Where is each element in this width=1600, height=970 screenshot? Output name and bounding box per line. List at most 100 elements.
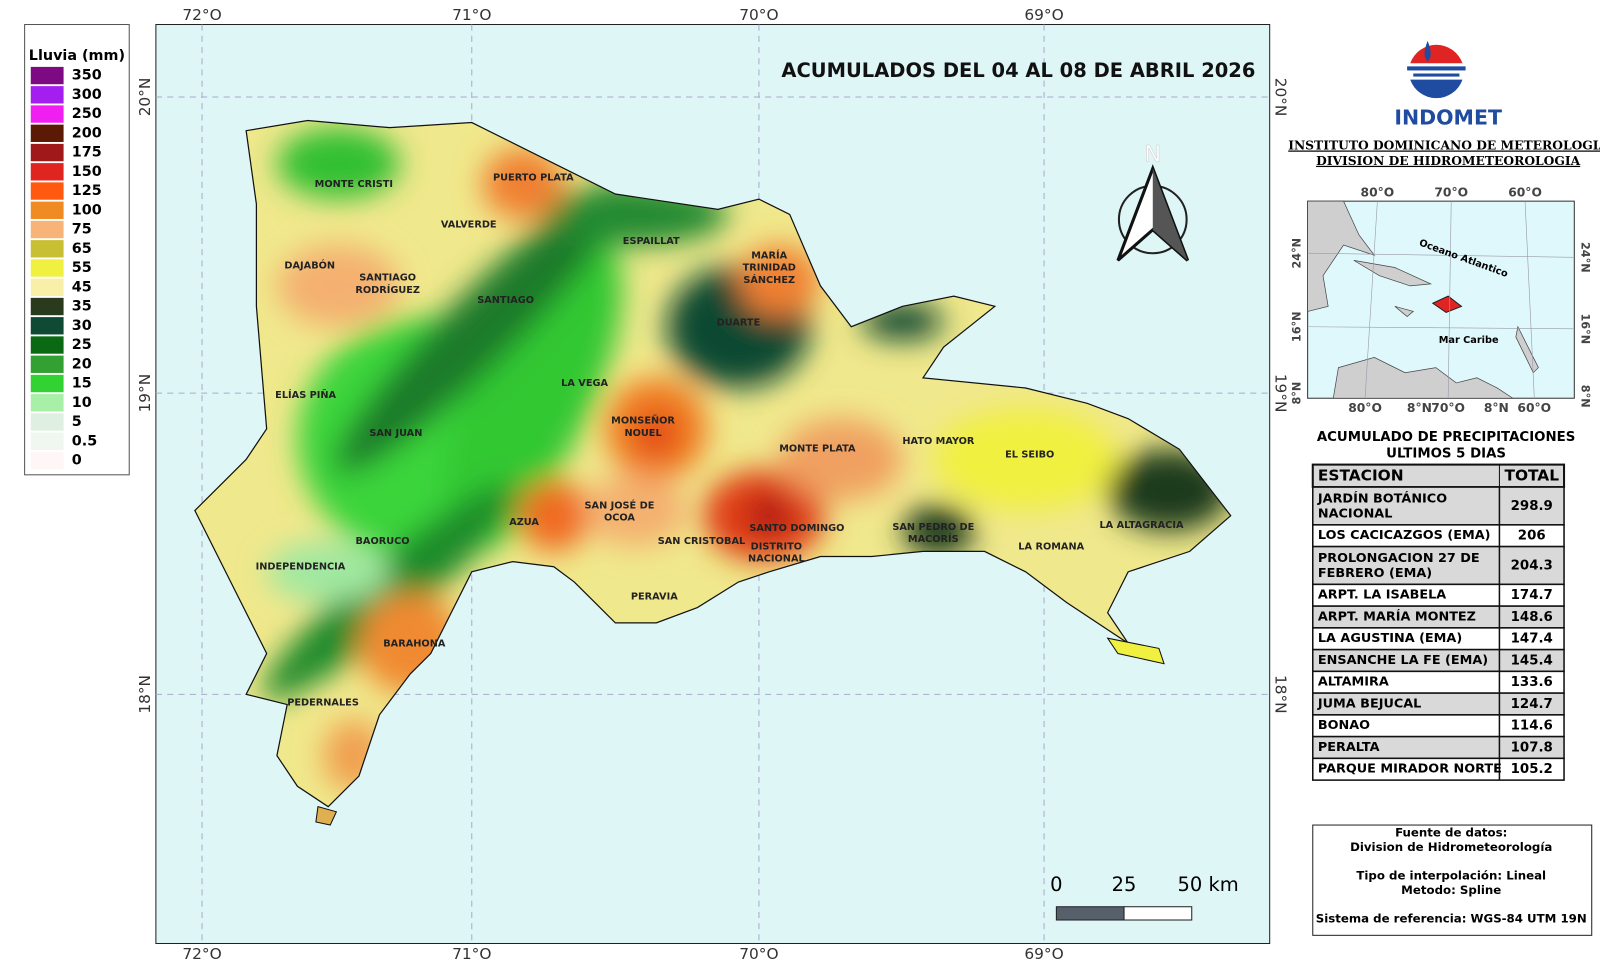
legend-label: 20	[72, 356, 92, 372]
legend-label: 65	[72, 241, 92, 257]
legend-swatch	[30, 124, 64, 142]
inset-label: 8°N	[1579, 385, 1592, 408]
legend-swatch	[30, 297, 64, 316]
place-label: VALVERDE	[441, 220, 497, 231]
inset-label: 16°N	[1579, 313, 1592, 344]
legend-label: 125	[72, 183, 102, 199]
place-label: RODRÍGUEZ	[355, 283, 420, 296]
inset-graticule	[1307, 201, 1575, 399]
info-box	[1312, 824, 1593, 936]
lon-label: 69°O	[1024, 945, 1063, 963]
lat-label: 20°N	[1271, 78, 1289, 117]
place-label: SAN JUAN	[369, 428, 422, 439]
inset-label: 70°O	[1434, 186, 1468, 200]
station-total: 204.3	[1511, 559, 1553, 574]
lon-label: 72°O	[182, 945, 221, 963]
lon-label: 69°O	[1024, 6, 1063, 24]
lon-label: 70°O	[739, 6, 778, 24]
place-label: LA ROMANA	[1018, 541, 1084, 552]
station-total: 147.4	[1511, 632, 1553, 647]
inset-sea: Mar Caribe	[1439, 335, 1499, 346]
legend-label: 30	[72, 318, 92, 334]
inset-label: 80°O	[1348, 401, 1382, 415]
map-title: ACUMULADOS DEL 04 AL 08 DE ABRIL 2026	[781, 59, 1255, 82]
scale-label: 0	[1050, 873, 1062, 896]
scale-label: 50 km	[1178, 873, 1239, 896]
legend-title: Lluvia (mm)	[29, 48, 125, 64]
inset-highlight	[1431, 295, 1463, 314]
legend-swatch	[30, 432, 64, 450]
station-name: ARPT. LA ISABELA	[1318, 588, 1446, 603]
scale-label: 25	[1112, 873, 1137, 896]
station-name: PERALTA	[1318, 740, 1380, 755]
place-label: SANTIAGO	[477, 295, 534, 306]
station-name: ARPT. MARÍA MONTEZ	[1318, 609, 1476, 625]
station-total: 133.6	[1511, 675, 1553, 690]
legend-swatch	[30, 278, 64, 296]
legend-swatch	[30, 182, 64, 200]
table-row-bg	[1311, 757, 1565, 781]
station-name: LA AGUSTINA (EMA)	[1318, 631, 1462, 646]
place-label: SANTO DOMINGO	[749, 523, 844, 534]
table-header: ESTACION	[1318, 466, 1404, 484]
inset-land	[1307, 200, 1539, 399]
legend-swatch	[30, 394, 64, 412]
lon-label: 71°O	[452, 945, 491, 963]
north-label: N	[1144, 142, 1161, 168]
inset-label: 60°O	[1508, 186, 1542, 200]
place-label: TRINIDAD	[743, 263, 796, 274]
legend-swatch	[30, 240, 64, 258]
scale-bar-light	[1123, 906, 1193, 921]
table-title: ULTIMOS 5 DIAS	[1386, 446, 1506, 461]
station-total: 145.4	[1511, 654, 1553, 669]
lat-label: 18°N	[1271, 675, 1289, 714]
legend-label: 0.5	[72, 433, 97, 449]
north-arrow: N	[1116, 141, 1190, 262]
place-label: PEDERNALES	[287, 698, 359, 709]
place-label: BARAHONA	[383, 638, 446, 649]
info-line: Tipo de interpolación: Lineal	[1356, 869, 1546, 883]
station-total: 105.2	[1511, 762, 1553, 777]
station-total: 148.6	[1511, 610, 1553, 625]
inset-label: 80°O	[1361, 186, 1395, 200]
place-label: NACIONAL	[748, 554, 805, 565]
legend-label: 10	[72, 395, 92, 411]
legend-swatch	[30, 105, 64, 123]
place-label: SANTIAGO	[359, 273, 416, 284]
legend-label: 5	[72, 414, 82, 430]
info-line: Fuente de datos:	[1395, 826, 1507, 840]
station-name: BONAO	[1318, 718, 1370, 733]
legend-swatch	[30, 201, 64, 219]
place-label: PERAVIA	[631, 591, 678, 602]
lon-label: 72°O	[182, 6, 221, 24]
station-name: PARQUE MIRADOR NORTE	[1318, 762, 1502, 777]
station-name: PROLONGACION 27 DE FEBRERO (EMA)	[1318, 550, 1484, 580]
table-title: ACUMULADO DE PRECIPITACIONES	[1317, 430, 1576, 445]
place-label: MACORÍS	[908, 532, 959, 545]
station-total: 174.7	[1511, 588, 1553, 603]
place-label: SAN CRISTOBAL	[658, 536, 745, 547]
place-label: PUERTO PLATA	[493, 173, 574, 184]
legend-swatch	[30, 413, 64, 431]
legend-swatch	[30, 355, 64, 373]
place-label: SAN JOSÉ DE	[585, 498, 655, 511]
legend-label: 35	[72, 299, 92, 315]
legend-label: 55	[72, 260, 92, 276]
lat-label: 20°N	[136, 78, 154, 117]
place-label: DISTRITO	[751, 541, 802, 552]
lat-label: 18°N	[136, 675, 154, 714]
place-label: MONTE CRISTI	[315, 179, 393, 190]
legend-label: 300	[72, 87, 102, 103]
org-name: INDOMET	[1394, 105, 1502, 129]
place-label: MARÍA	[751, 248, 787, 261]
legend-swatch	[30, 317, 64, 335]
place-label: AZUA	[509, 517, 539, 528]
org-line: DIVISION DE HIDROMETEOROLOGIA	[1316, 153, 1581, 168]
place-label: EL SEIBO	[1005, 449, 1054, 460]
legend-label: 175	[72, 145, 102, 161]
legend-label: 200	[72, 125, 102, 141]
station-name: ALTAMIRA	[1318, 675, 1389, 690]
legend-swatch	[30, 220, 64, 239]
org-line: INSTITUTO DOMINICANO DE METEROLOGIA	[1288, 138, 1600, 153]
